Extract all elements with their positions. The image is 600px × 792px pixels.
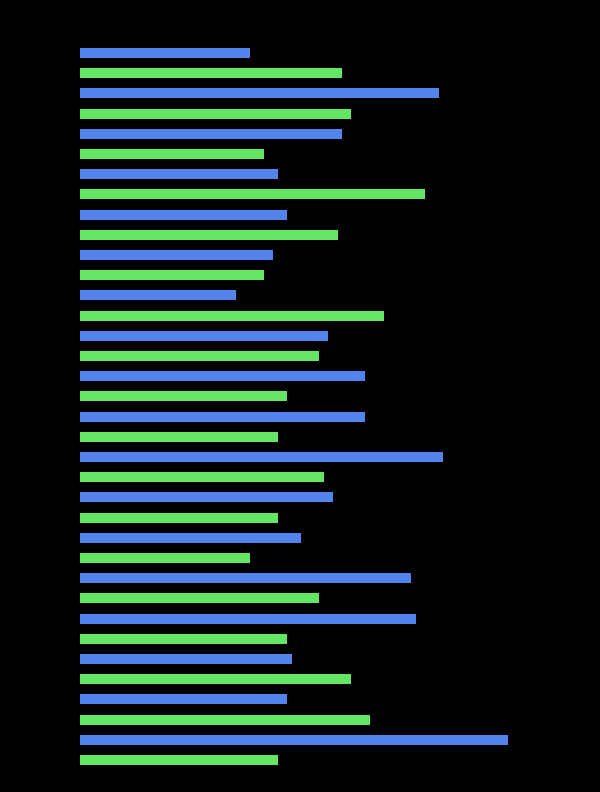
bar-15	[80, 351, 319, 361]
bar-2	[80, 88, 439, 98]
bar-11	[80, 270, 264, 280]
bar-18	[80, 412, 365, 422]
bar-21	[80, 472, 324, 482]
bar-9	[80, 230, 338, 240]
bar-13	[80, 311, 384, 321]
bar-29	[80, 634, 287, 644]
bar-0	[80, 48, 250, 58]
bar-10	[80, 250, 273, 260]
bar-23	[80, 513, 278, 523]
bar-24	[80, 533, 301, 543]
bar-16	[80, 371, 365, 381]
bar-33	[80, 715, 370, 725]
bar-27	[80, 593, 319, 603]
bar-7	[80, 189, 425, 199]
bar-22	[80, 492, 333, 502]
bar-14	[80, 331, 328, 341]
horizontal-bar-chart	[80, 48, 540, 748]
bar-31	[80, 674, 351, 684]
bar-30	[80, 654, 292, 664]
bar-25	[80, 553, 250, 563]
bar-6	[80, 169, 278, 179]
bar-19	[80, 432, 278, 442]
bar-4	[80, 129, 342, 139]
bar-28	[80, 614, 416, 624]
bar-20	[80, 452, 443, 462]
bar-17	[80, 391, 287, 401]
bar-3	[80, 109, 351, 119]
bar-1	[80, 68, 342, 78]
bar-34	[80, 735, 508, 745]
bar-5	[80, 149, 264, 159]
bar-32	[80, 694, 287, 704]
bar-26	[80, 573, 411, 583]
bar-12	[80, 290, 236, 300]
bar-35	[80, 755, 278, 765]
bar-8	[80, 210, 287, 220]
